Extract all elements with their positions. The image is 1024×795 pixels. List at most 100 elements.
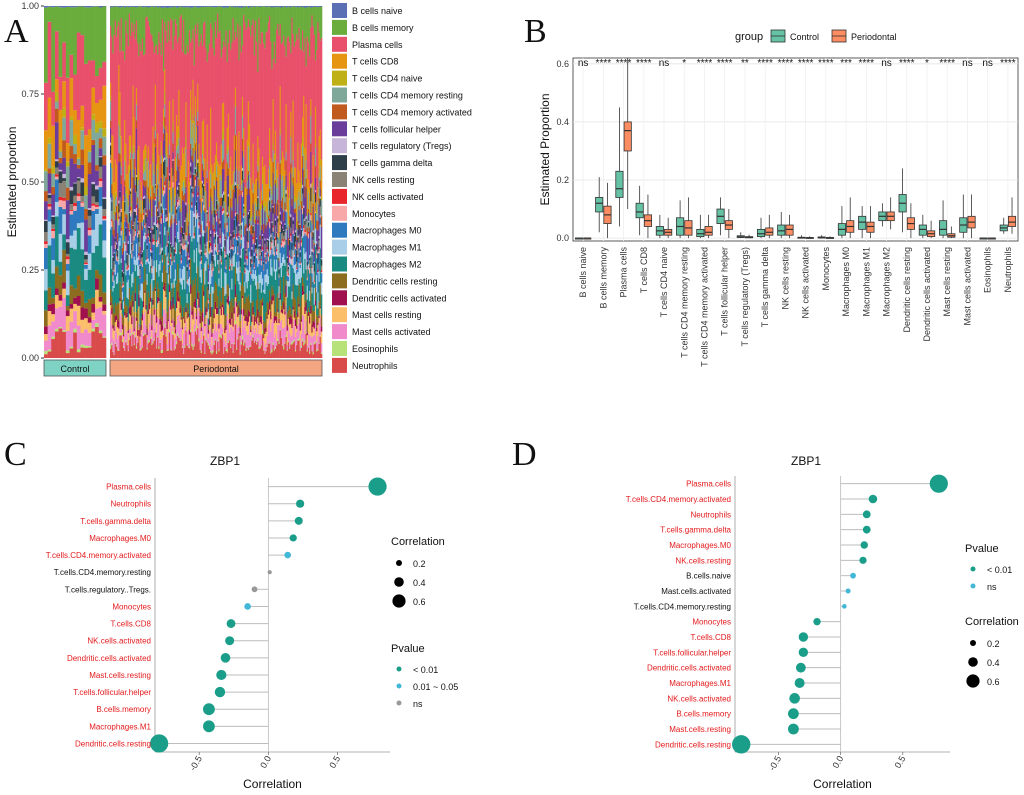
stack-segment: [99, 307, 103, 330]
stack-segment: [62, 181, 66, 198]
stack-segment: [48, 207, 52, 210]
stack-segment: [99, 187, 103, 206]
stack-segment: [51, 273, 55, 297]
lollipop-point: [795, 678, 805, 688]
x-tick-label: T cells CD4 memory activated: [699, 247, 709, 367]
stack-segment: [66, 264, 70, 271]
y-category-label: Dendritic.cells.resting: [75, 739, 151, 748]
stack-segment: [59, 158, 63, 163]
stack-segment: [66, 316, 70, 331]
stack-segment: [77, 201, 81, 223]
stack-segment: [91, 320, 95, 329]
stack-segment: [80, 149, 84, 164]
stack-segment: [51, 167, 55, 174]
stack-segment: [99, 206, 103, 224]
stack-segment: [84, 135, 88, 186]
stack-segment: [59, 275, 63, 294]
stack-segment: [95, 171, 99, 186]
stack-segment: [48, 352, 52, 358]
stack-segment: [91, 331, 95, 358]
pvalue-legend-dot: [397, 667, 402, 672]
stack-segment: [84, 269, 88, 280]
stack-segment: [321, 159, 322, 197]
stack-segment: [70, 236, 74, 248]
stack-segment: [73, 6, 77, 7]
y-category-label: Plasma.cells: [686, 480, 731, 489]
stack-segment: [51, 260, 55, 273]
stack-segment: [44, 83, 48, 130]
stack-segment: [102, 199, 106, 209]
x-tick-label: Dendritic cells resting: [902, 247, 912, 333]
stack-segment: [99, 6, 103, 8]
stack-segment: [88, 317, 92, 323]
stack-segment: [80, 320, 84, 333]
stack-segment: [321, 354, 322, 358]
stack-segment: [88, 323, 92, 333]
x-tick-label: T cells CD4 naive: [659, 247, 669, 317]
lollipop-point: [799, 632, 808, 641]
stack-segment: [95, 123, 99, 133]
size-legend-title: Correlation: [965, 616, 1019, 628]
stack-segment: [66, 78, 70, 143]
stack-segment: [44, 6, 48, 8]
legend-label: Macrophages M2: [352, 260, 422, 270]
stack-segment: [80, 130, 84, 149]
legend-label: Periodontal: [851, 32, 897, 42]
stack-segment: [91, 206, 95, 211]
stack-segment: [321, 259, 322, 265]
stack-segment: [59, 200, 63, 207]
stack-segment: [88, 150, 92, 152]
stack-segment: [102, 7, 106, 62]
stack-segment: [55, 179, 59, 202]
stack-segment: [51, 339, 55, 358]
y-category-label: Dendritic.cells.activated: [67, 654, 151, 663]
x-tick-label: Macrophages M1: [861, 247, 871, 317]
y-category-label: Macrophages.M1: [669, 679, 731, 688]
y-tick-label: 0.6: [556, 59, 569, 69]
significance-label: ****: [616, 58, 632, 69]
y-category-label: Mast.cells.resting: [669, 725, 731, 734]
y-category-label: Mast.cells.activated: [661, 587, 731, 596]
lollipop-point: [789, 693, 800, 704]
y-category-label: T.cells.CD4.memory.activated: [626, 495, 731, 504]
legend-label: T cells follicular helper: [352, 124, 441, 134]
stack-segment: [55, 6, 59, 31]
pvalue-legend-dot: [971, 584, 976, 589]
stack-segment: [66, 7, 70, 78]
stack-segment: [44, 169, 48, 171]
stack-segment: [66, 239, 70, 242]
stack-segment: [99, 128, 103, 138]
stack-segment: [321, 200, 322, 216]
lollipop-point: [284, 552, 291, 559]
x-tick-label: T cells regulatory (Tregs): [740, 247, 750, 347]
box-body: [919, 225, 926, 235]
size-legend-dot: [396, 560, 402, 566]
significance-label: ****: [818, 58, 834, 69]
lollipop-point: [863, 526, 871, 534]
stack-segment: [70, 117, 74, 120]
stack-segment: [62, 118, 66, 141]
stack-segment: [70, 55, 74, 78]
stack-segment: [51, 6, 55, 7]
stack-segment: [51, 238, 55, 260]
box-body: [867, 222, 874, 232]
legend-swatch: [332, 121, 347, 136]
stack-segment: [44, 326, 48, 334]
stack-segment: [48, 22, 52, 98]
y-axis-title: Estimated proportion: [5, 127, 19, 238]
stack-segment: [66, 350, 70, 353]
significance-label: ****: [1000, 58, 1016, 69]
stack-segment: [62, 6, 66, 8]
stack-segment: [70, 304, 74, 309]
lollipop-point: [290, 534, 297, 541]
y-tick-label: 0.75: [21, 89, 39, 99]
stack-segment: [102, 304, 106, 311]
stack-segment: [70, 211, 74, 215]
pvalue-legend-dot: [397, 684, 402, 689]
lollipop-point: [225, 636, 234, 645]
stack-segment: [70, 187, 74, 190]
stack-segment: [66, 143, 70, 162]
stack-segment: [80, 35, 84, 106]
stack-segment: [48, 209, 52, 221]
x-tick-label: 0.0: [830, 754, 845, 770]
